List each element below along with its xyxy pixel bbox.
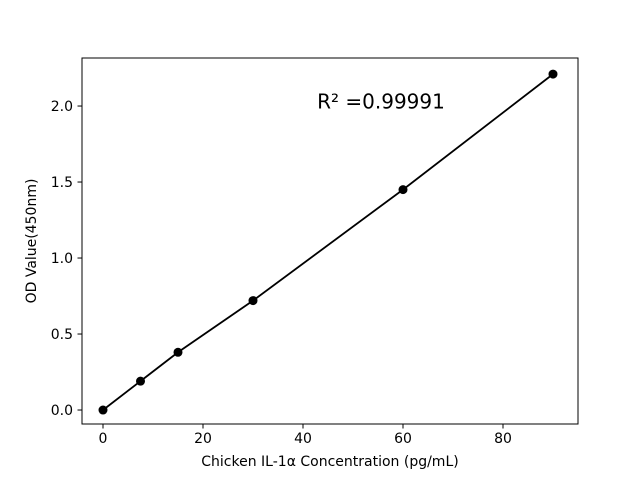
x-axis-label: Chicken IL-1α Concentration (pg/mL) <box>201 454 458 470</box>
data-point <box>98 405 108 415</box>
plot-area-border <box>81 57 579 425</box>
y-axis-ticks: 0.0 0.5 1.0 1.5 2.0 <box>51 99 82 419</box>
x-axis-ticks: 0 20 40 60 80 <box>99 424 512 447</box>
y-tick-label: 2.0 <box>51 99 73 115</box>
x-tick-label: 40 <box>294 431 312 447</box>
data-point <box>173 347 183 357</box>
series-line <box>102 73 554 411</box>
data-point <box>398 185 408 195</box>
y-tick-label: 1.0 <box>51 251 73 267</box>
y-tick-label: 1.5 <box>51 175 73 191</box>
y-tick-label: 0.0 <box>51 403 73 419</box>
y-tick-label: 0.5 <box>51 327 73 343</box>
data-series <box>98 69 558 415</box>
y-axis-label: OD Value(450nm) <box>24 179 40 304</box>
x-tick-label: 20 <box>194 431 212 447</box>
x-tick-label: 0 <box>99 431 108 447</box>
r-squared-annotation: R² =0.99991 <box>317 89 445 113</box>
x-tick-label: 60 <box>394 431 412 447</box>
x-tick-label: 80 <box>494 431 512 447</box>
data-point <box>136 376 145 386</box>
data-point <box>248 296 258 306</box>
data-point <box>548 69 558 79</box>
